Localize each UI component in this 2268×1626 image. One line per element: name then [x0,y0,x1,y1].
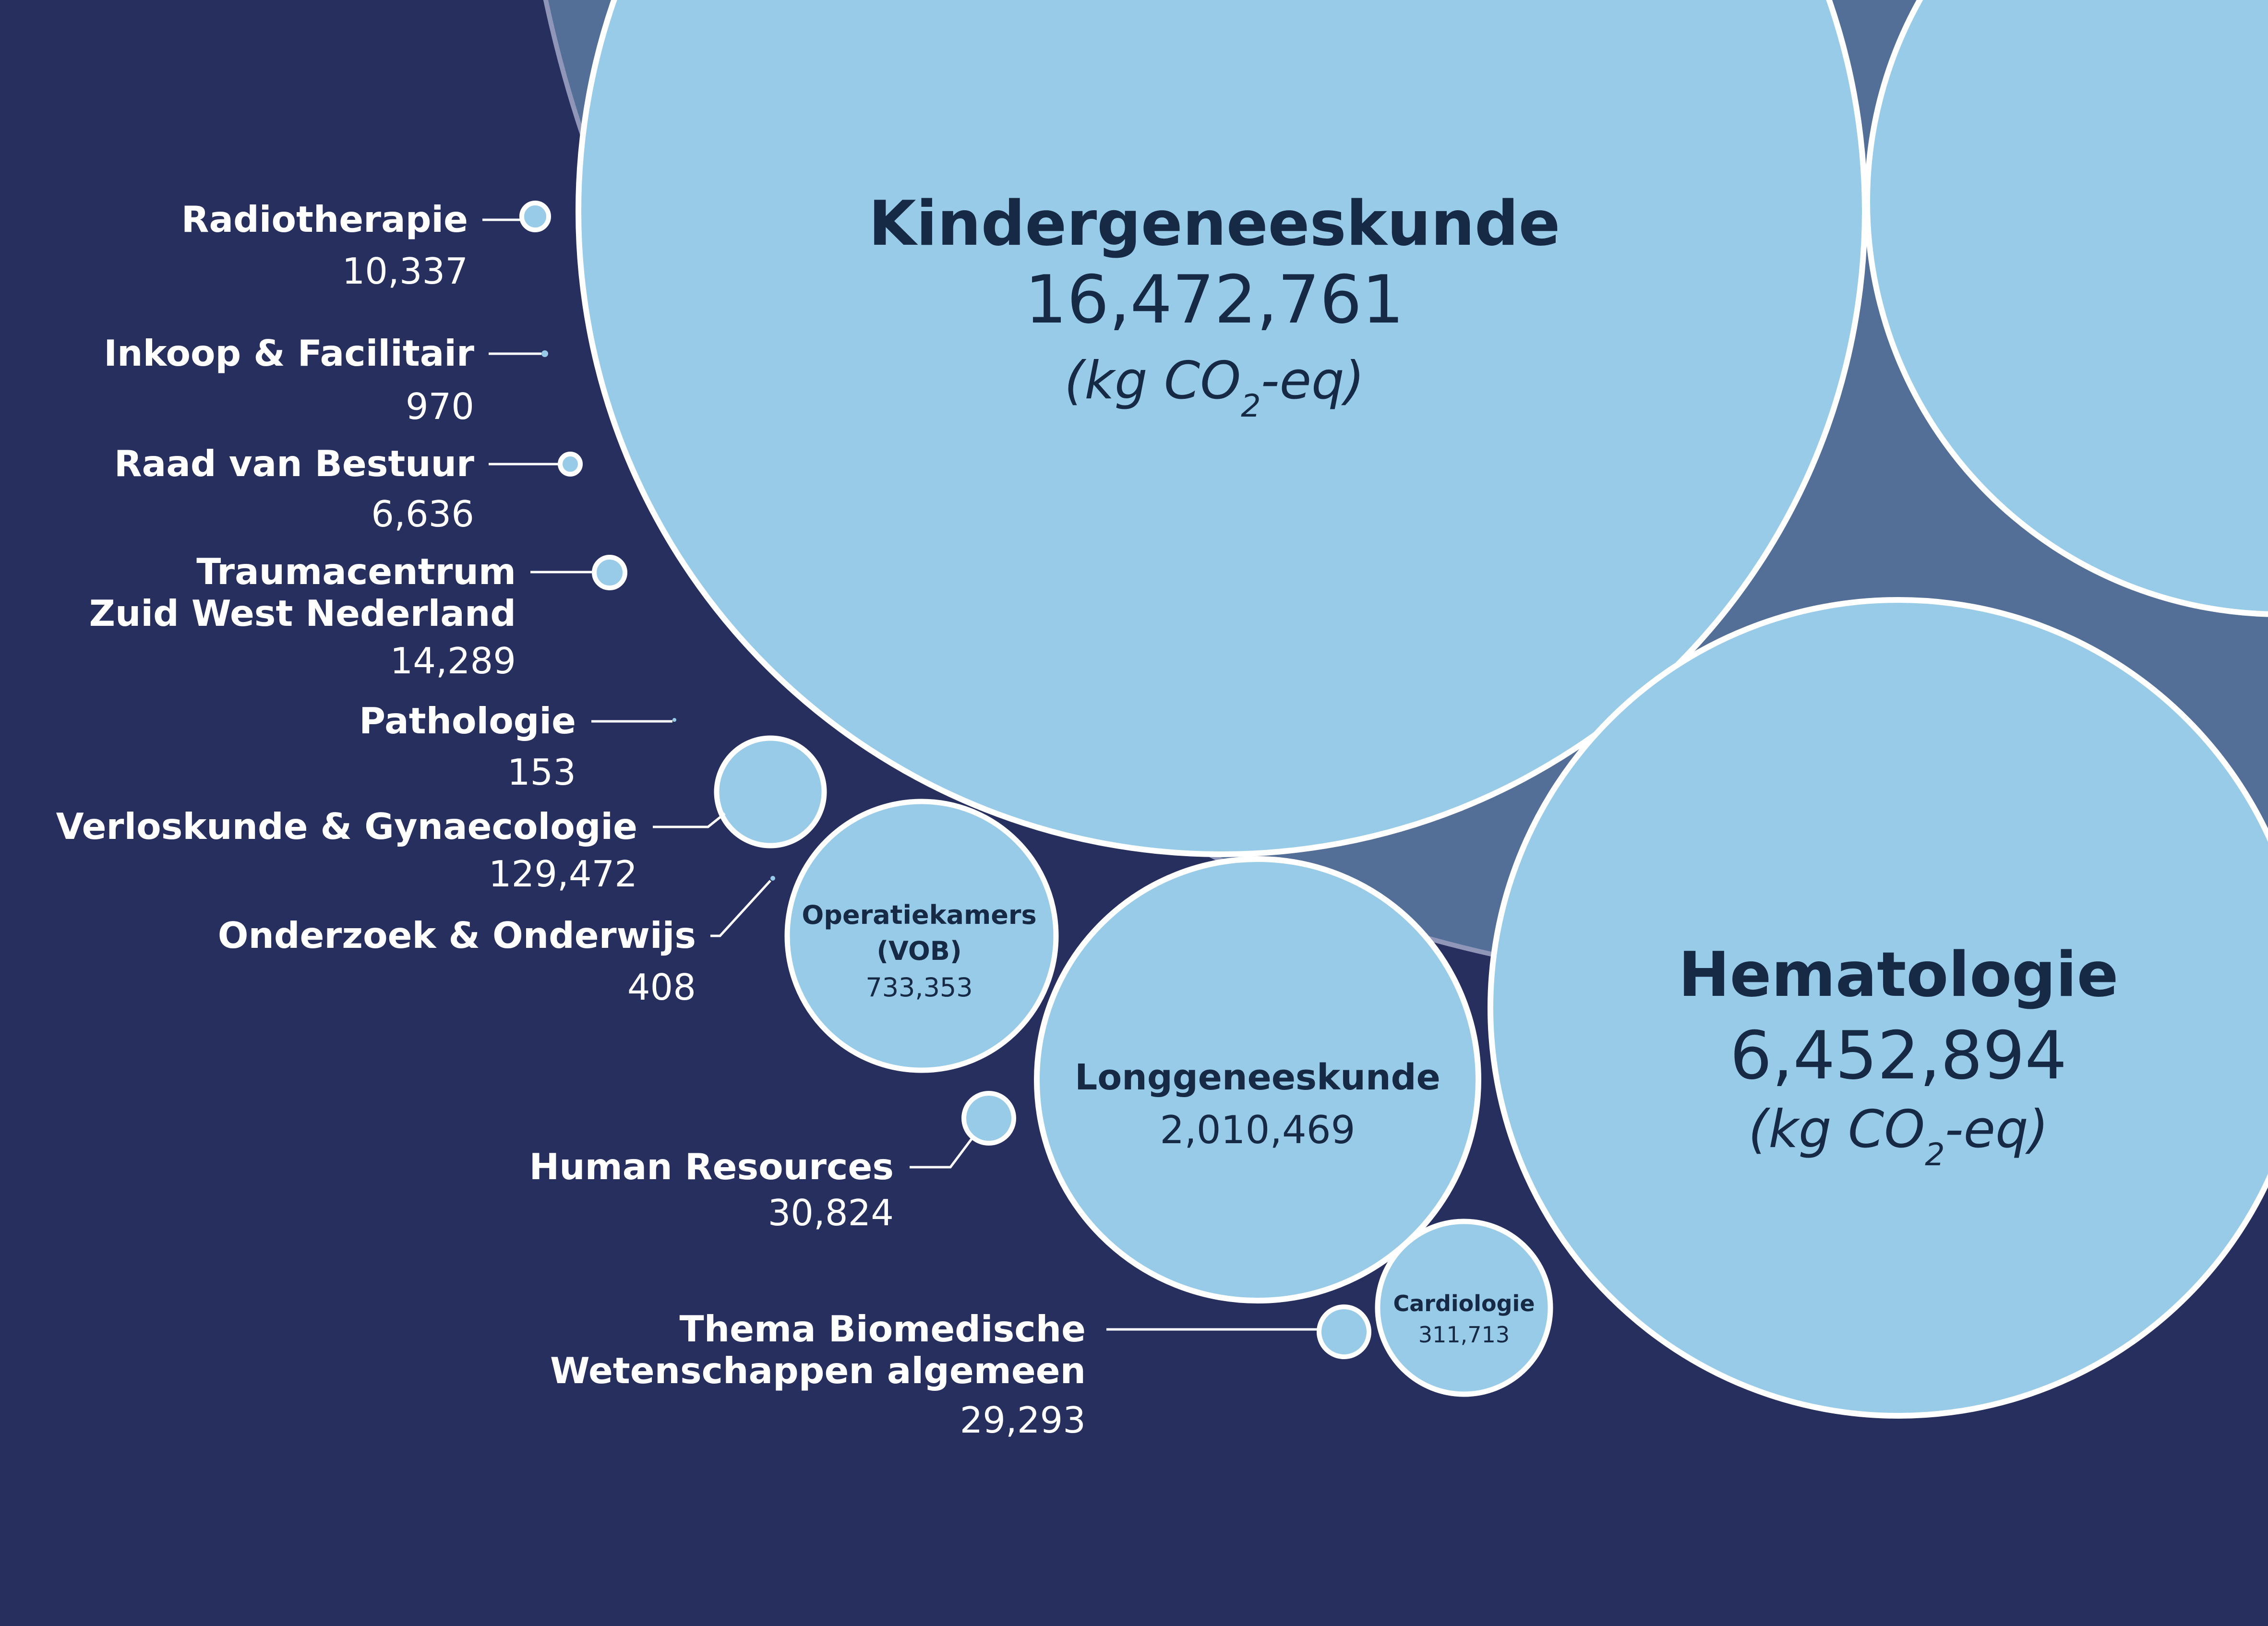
bubble-label-hematologie: Hematologie [1679,939,2119,1011]
bubble-label-operatiekamers-line2: (VOB) [876,936,961,966]
label-name-raad-van-bestuur: Raad van Bestuur [114,442,474,485]
label-name-radiotherapie: Radiotherapie [181,198,468,240]
label-name-onderzoek-and-onderwijs: Onderzoek & Onderwijs [218,914,696,956]
bubble-verloskunde-and-gynaecologie [714,735,827,849]
bubble-unit-hematologie: (kg CO2-eq) [1748,1100,2048,1173]
bubble-label-operatiekamers-line1: Operatiekamers [802,900,1036,930]
bubble-unit-kindergeneeskunde: (kg CO2-eq) [1064,351,1364,424]
bubble-pathologie [672,718,676,722]
bubble-radiotherapie [519,201,551,232]
label-value-raad-van-bestuur: 6,636 [371,493,474,535]
label-value-traumacentrum-zuid-west-nederland: 14,289 [390,640,516,682]
label-value-thema-biomedische-wetenschappen-algemeen: 29,293 [960,1399,1086,1441]
bubble-longgeneeskunde [1034,856,1481,1303]
label-name-traumacentrum-zuid-west-nederland-line2: Zuid West Nederland [89,592,516,634]
label-value-human-resources: 30,824 [768,1192,894,1234]
bubble-human-resources [961,1091,1016,1146]
leader-line-onderzoek-and-onderwijs [710,880,771,937]
label-value-inkoop-and-facilitair: 970 [406,385,474,428]
leader-line-human-resources [910,1137,973,1169]
label-name-thema-biomedische-wetenschappen-algemeen-line2: Wetenschappen algemeen [550,1350,1086,1392]
label-value-onderzoek-and-onderwijs: 408 [627,966,696,1008]
label-name-traumacentrum-zuid-west-nederland-line1: Traumacentrum [196,550,516,593]
label-name-inkoop-and-facilitair: Inkoop & Facilitair [104,332,474,374]
bubble-offscreen-partial [1864,0,2268,617]
bubble-value-hematologie: 6,452,894 [1730,1017,2067,1094]
bubble-label-cardiologie: Cardiologie [1393,1291,1535,1316]
bubble-value-kindergeneeskunde: 16,472,761 [1025,261,1404,338]
label-value-verloskunde-and-gynaecologie: 129,472 [489,853,637,895]
leader-line-verloskunde-and-gynaecologie [653,813,726,828]
bubble-value-operatiekamers: 733,353 [865,972,972,1003]
bubble-raad-van-bestuur [558,452,583,477]
bubble-label-longgeneeskunde: Longgeneeskunde [1075,1057,1440,1098]
label-value-pathologie: 153 [507,751,576,793]
bubble-traumacentrum-zuid-west-nederland [592,555,627,590]
label-name-thema-biomedische-wetenschappen-algemeen-line1: Thema Biomedische [680,1308,1086,1350]
bubble-value-cardiologie: 311,713 [1418,1322,1510,1348]
bubble-hematologie [1488,597,2268,1419]
bubble-thema-biomedische-wetenschappen-algemeen [1317,1304,1371,1359]
label-name-verloskunde-and-gynaecologie: Verloskunde & Gynaecologie [56,805,637,848]
label-name-human-resources: Human Resources [529,1146,894,1188]
label-name-pathologie: Pathologie [359,700,576,742]
label-value-radiotherapie: 10,337 [342,250,468,292]
bubble-label-kindergeneeskunde: Kindergeneeskunde [869,188,1560,260]
bubble-value-longgeneeskunde: 2,010,469 [1160,1108,1355,1152]
bubble-cardiologie [1375,1219,1553,1397]
bubble-inkoop-and-facilitair [541,350,548,357]
bubble-onderzoek-and-onderwijs [770,876,775,881]
bubble-operatiekamers-vob [784,799,1059,1073]
